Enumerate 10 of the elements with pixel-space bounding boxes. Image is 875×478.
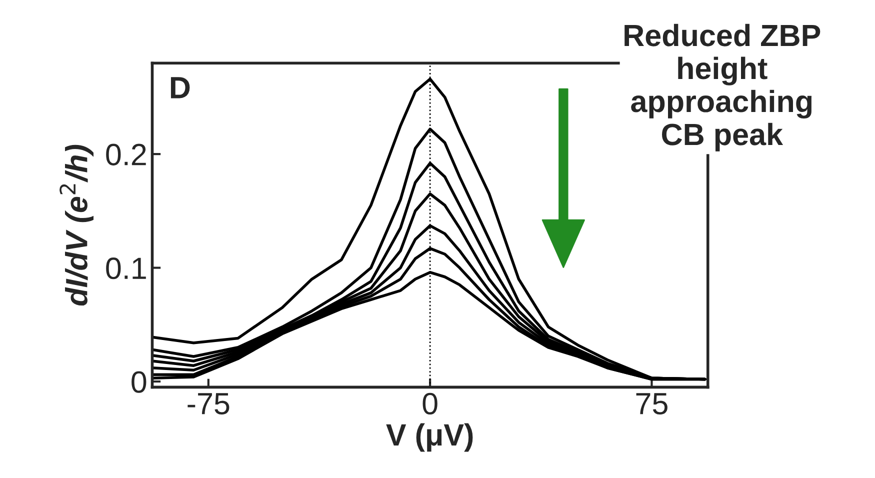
y-axis-title: dI/dV (e$^{2}$/h) — [60, 144, 94, 306]
y-tick-label: 0 — [132, 371, 146, 393]
x-tick-label: 0 — [422, 392, 438, 414]
x-tick-label: -75 — [188, 393, 230, 414]
annotation: D — [170, 77, 190, 98]
x-axis-title: V (μV) — [386, 423, 473, 452]
x-tick-label: 75 — [636, 393, 668, 414]
annotation: Reduced ZBP height approaching CB peak — [624, 24, 820, 152]
y-tick-label: 0.2 — [106, 144, 146, 166]
y-tick-label: 0.1 — [106, 258, 146, 280]
